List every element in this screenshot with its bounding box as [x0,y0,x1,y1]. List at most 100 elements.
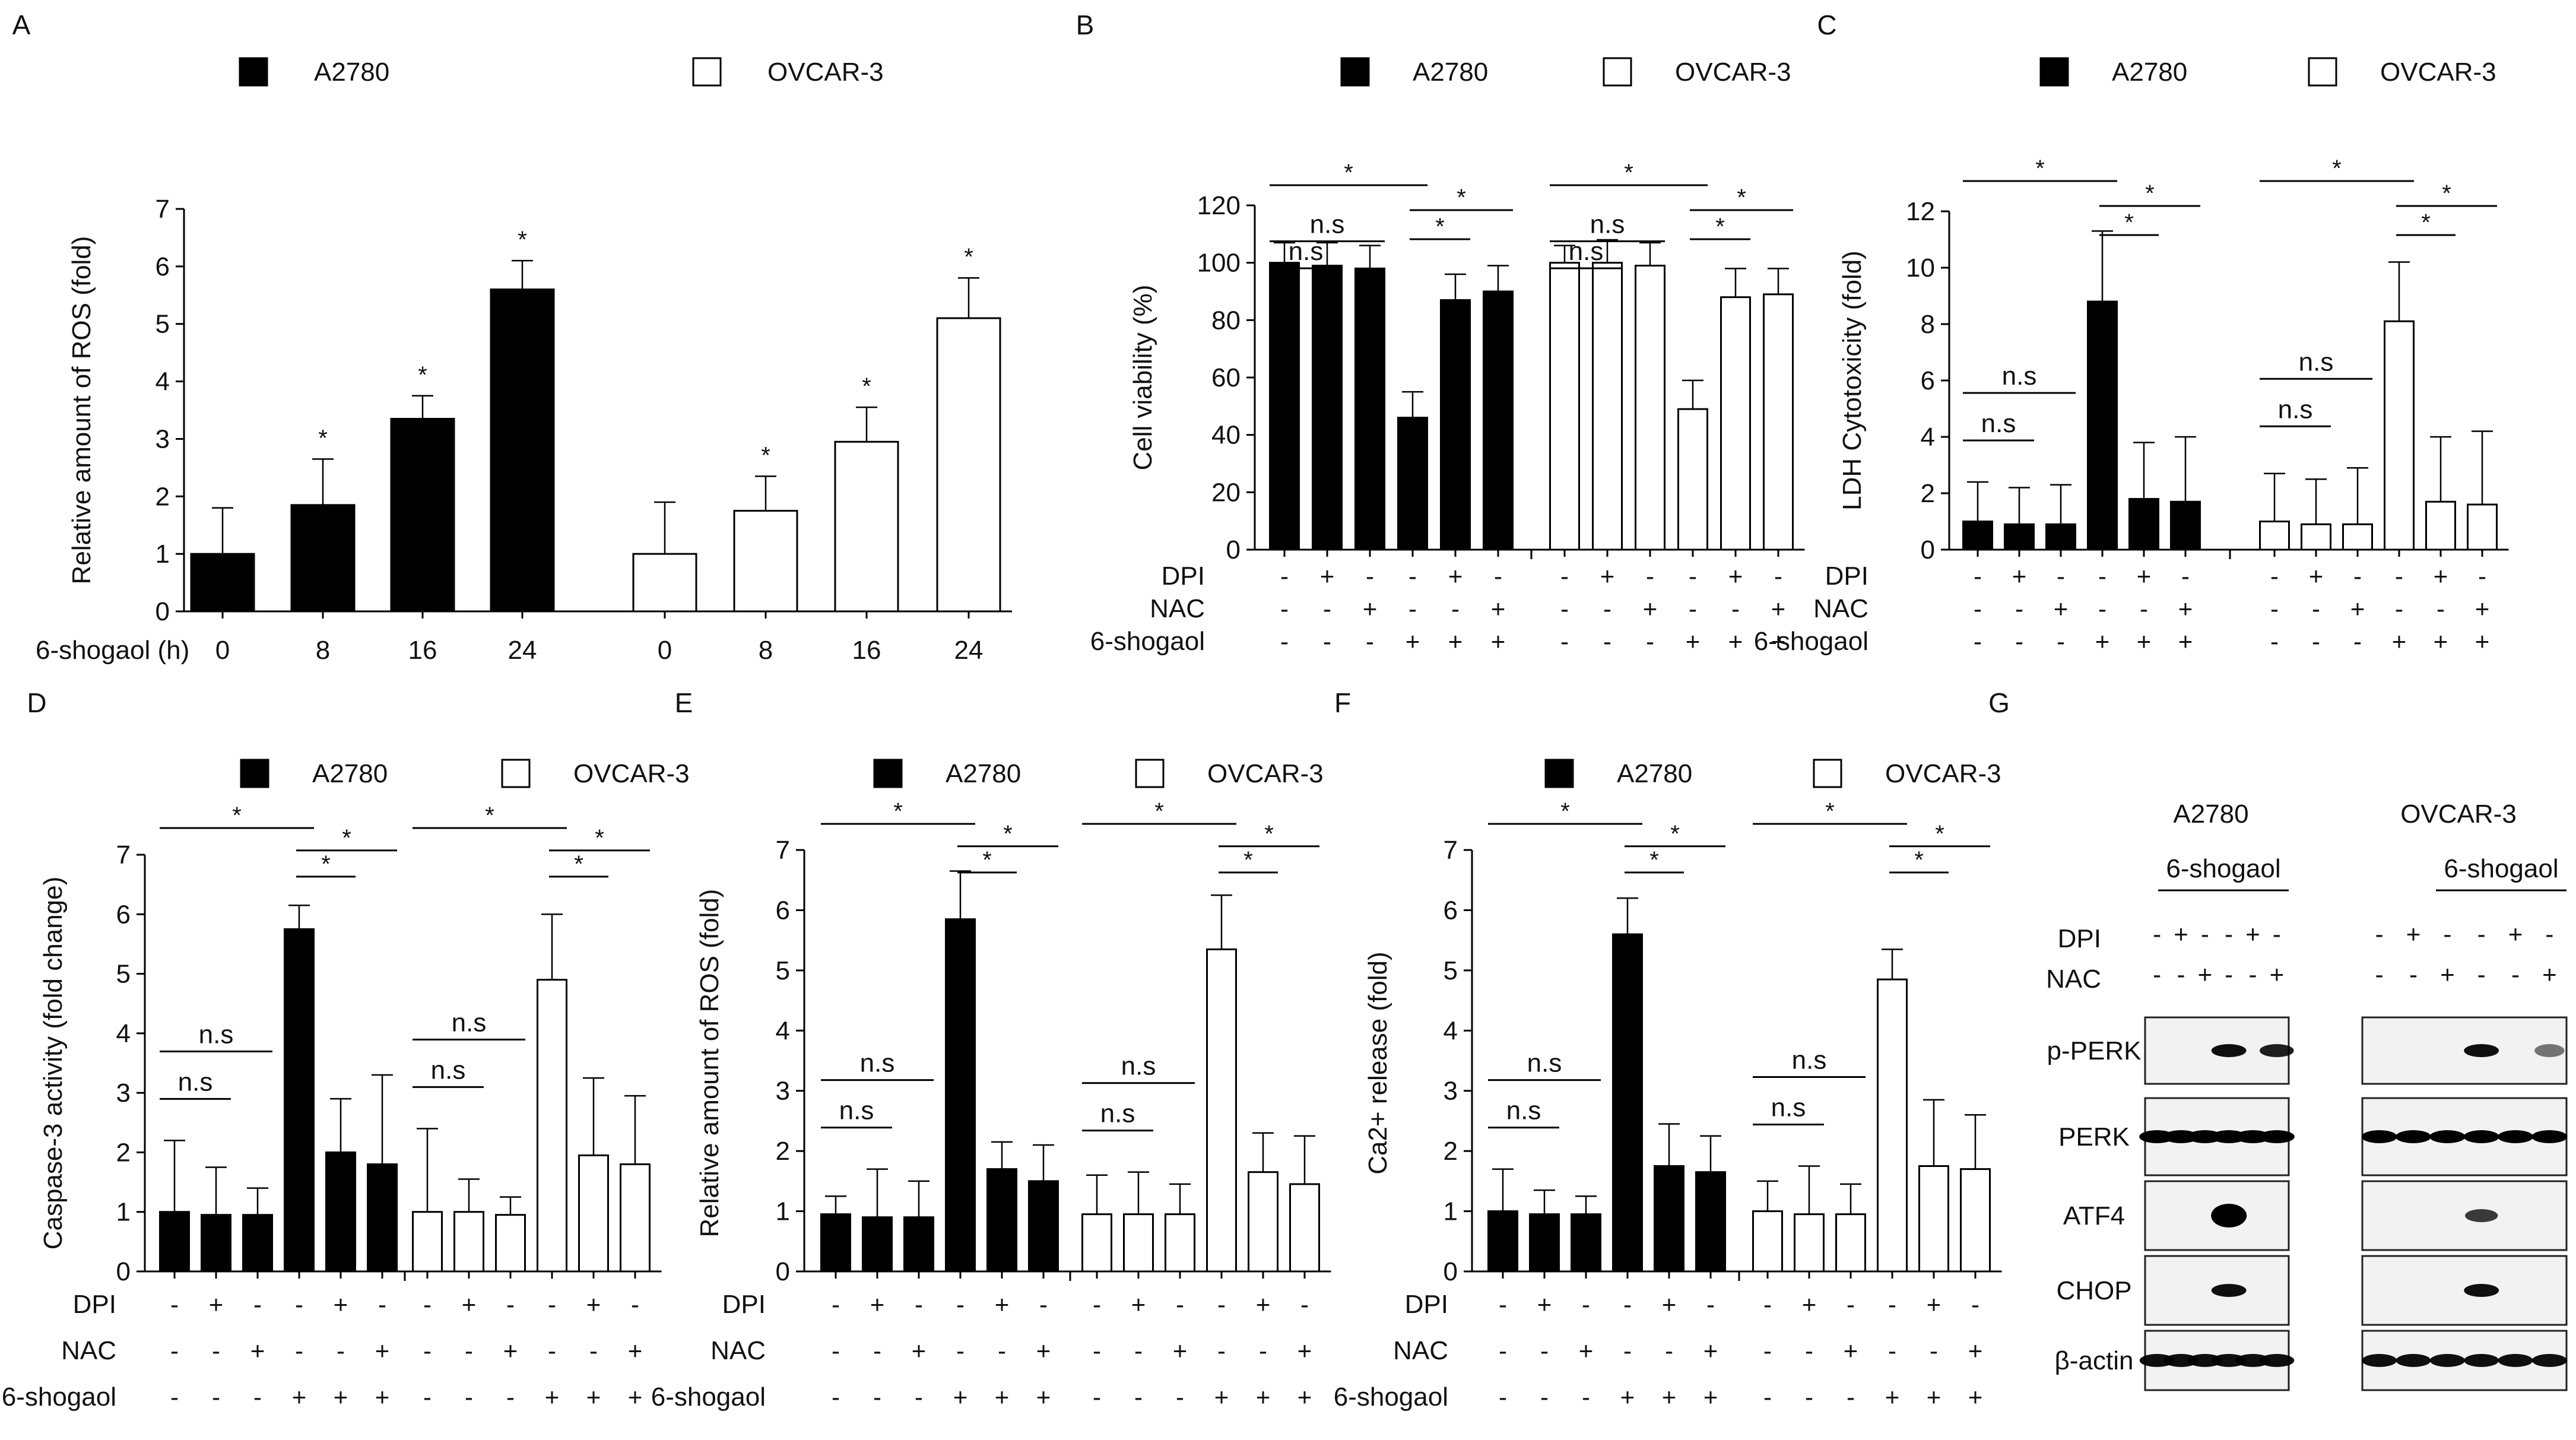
legend-label: A2780 [312,759,388,788]
legend-swatch-ovcar-3 [1603,57,1632,87]
treatment-sign: + [2095,627,2110,655]
bar [367,1163,398,1273]
blot-band [2464,1044,2499,1057]
bar [2467,503,2498,551]
x-tick-label: 24 [954,636,984,665]
treatment-sign: + [1771,627,1786,655]
blot-band [2211,1044,2247,1057]
x-tick-label: 8 [316,636,330,665]
y-tick-label: 4 [116,1019,131,1048]
treatment-sign: + [375,1337,390,1365]
x-tick-label: 24 [508,636,537,665]
bar [1028,1180,1059,1273]
treatment-sign: - [423,1290,432,1318]
treatment-sign: - [1623,1337,1632,1365]
treatment-sign: - [1689,595,1697,623]
x-tick-label: 16 [408,636,437,665]
treatment-sign: - [2273,920,2281,948]
significance-ns: n.s [1590,210,1625,239]
treatment-sign: + [2054,595,2069,623]
treatment-sign: + [2198,960,2213,988]
bar [1720,296,1751,551]
y-tick-label: 3 [156,424,170,453]
y-axis-title: Caspase-3 activity (fold change) [39,877,68,1250]
treatment-sign: + [1491,595,1506,623]
legend-swatch-ovcar-3 [1813,759,1842,788]
treatment-sign: - [1366,627,1374,655]
treatment-sign: + [2245,920,2260,948]
treatment-sign: + [1662,1290,1677,1318]
bar [1269,262,1300,551]
significance-star: * [1935,821,1944,847]
treatment-sign: - [1763,1290,1772,1318]
bar [1206,948,1237,1273]
y-axis-title: Cell viability (%) [1128,285,1157,471]
treatment-sign: + [1643,595,1658,623]
blot-band [2463,1130,2499,1143]
treatment-sign: + [250,1337,265,1365]
treatment-sign: - [1847,1383,1855,1411]
panel-c: C A2780 OVCAR-3 0 2 4 6 8 10 12 LDH Cytotoxicity (… [1754,9,2509,656]
bar [495,1214,526,1273]
treatment-sign: - [253,1290,262,1318]
blot-band [2396,1354,2431,1367]
protein-label: ATF4 [2063,1201,2125,1230]
treatment-sign: - [337,1337,345,1365]
panel-label: B [1076,9,1095,40]
treatment-sign: - [1494,562,1502,590]
treatment-sign: + [628,1337,643,1365]
treatment-sign: + [1406,627,1420,655]
bar [903,1216,934,1273]
treatment-sign: - [1974,595,1982,623]
treatment-sign: - [1093,1383,1101,1411]
treatment-sign: - [2270,562,2279,590]
treatment-sign: - [2353,627,2362,655]
significance-star: * [893,798,903,824]
y-tick-label: 4 [1921,423,1935,452]
treatment-sign: - [423,1337,432,1365]
treatment-sign: - [1603,627,1611,655]
legend-label: OVCAR-3 [2380,58,2496,87]
significance-star: * [485,803,494,829]
significance-star: * [232,803,242,829]
treatment-sign: - [589,1337,598,1365]
treatment-sign: - [1888,1290,1896,1318]
treatment-sign: - [956,1337,965,1365]
treatment-sign: + [2270,960,2285,988]
y-tick-label: 0 [116,1257,131,1286]
treatment-sign: - [1451,595,1460,623]
treatment-sign: - [1763,1383,1772,1411]
treatment-sign: + [1927,1383,1941,1411]
treatment-sign: - [2140,595,2148,623]
significance-ns: n.s [178,1067,213,1096]
panel-label: E [675,687,693,718]
panel-b: B A2780 OVCAR-3 0 20 40 60 80 100 120 Cell viabili… [1076,9,1805,656]
blot-band [2139,1354,2175,1367]
legend-swatch-ovcar-3 [692,57,722,87]
treatment-sign: - [1582,1290,1590,1318]
treatment-sign: + [2475,627,2490,655]
treatment-sign: + [1703,1337,1718,1365]
treatment-label: NAC [1393,1336,1448,1365]
treatment-sign: - [1560,595,1569,623]
bar [1962,521,1993,551]
treatment-sign: - [1974,627,1982,655]
y-tick-label: 6 [156,252,170,281]
treatment-sign: - [2249,960,2257,988]
treatment-header: 6-shogaol [2166,854,2280,883]
treatment-sign: - [1499,1337,1507,1365]
bar [986,1168,1017,1273]
blot-band [2259,1354,2295,1367]
blot-band [2258,1130,2295,1143]
bar [2128,498,2159,551]
treatment-sign: - [295,1337,303,1365]
legend-swatch-a2780 [2039,57,2069,87]
blot-band [2531,1354,2567,1367]
y-tick-label: 1 [1444,1197,1458,1226]
treatment-sign: + [545,1383,560,1411]
treatment-sign: + [1844,1337,1858,1365]
treatment-sign: - [998,1337,1006,1365]
bar [1877,978,1908,1273]
blot-band [2429,1354,2465,1367]
